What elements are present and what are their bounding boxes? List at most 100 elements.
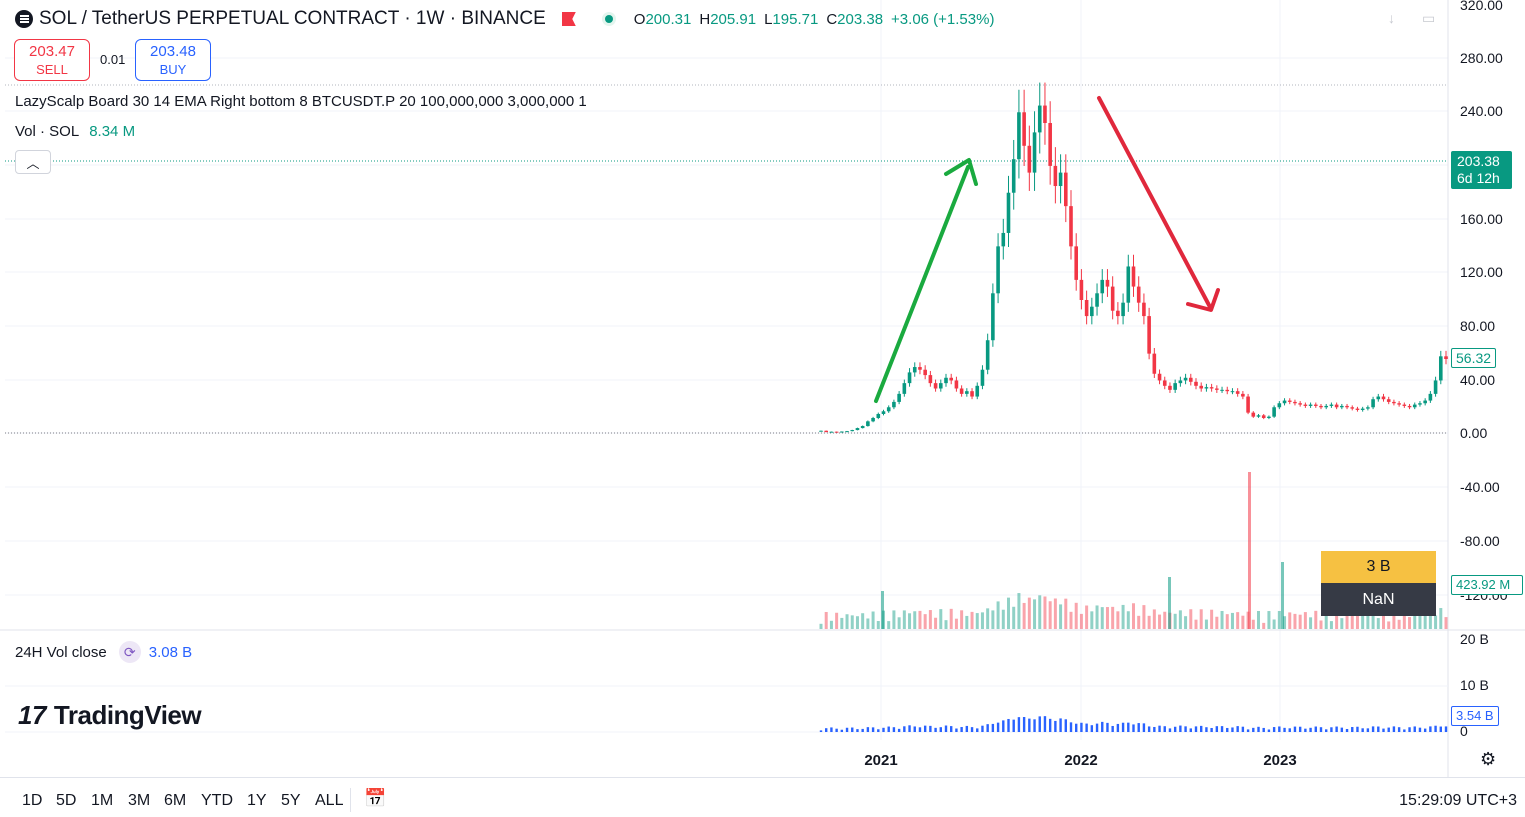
candle-body (1225, 389, 1230, 392)
candle-body (1194, 381, 1198, 386)
sub-volume-bar (913, 726, 916, 732)
price-marker-tag: 56.32 (1451, 348, 1497, 368)
sub-volume-bar (1283, 727, 1286, 732)
sub-volume-bar (1054, 720, 1057, 732)
sub-pane-tick: 10 B (1460, 677, 1489, 693)
range-6m-button[interactable]: 6M (164, 792, 187, 809)
indicator-legend[interactable]: LazyScalp Board 30 14 EMA Right bottom 8… (15, 93, 587, 110)
sub-volume-bar (1252, 727, 1255, 732)
sub-volume-bar (861, 728, 864, 732)
volume-bar (1043, 596, 1047, 629)
candle-body (1100, 279, 1105, 294)
volume-bar (1012, 606, 1016, 629)
volume-bar (960, 610, 964, 629)
sub-volume-bar (1387, 727, 1390, 732)
volume-legend[interactable]: Vol · SOL 8.34 M (15, 123, 136, 140)
sub-volume-bar (1408, 727, 1411, 732)
red-flag-icon[interactable] (561, 12, 576, 26)
range-1d-button[interactable]: 1D (22, 792, 43, 809)
sub-volume-bar (1267, 729, 1271, 732)
volume-bar (1085, 605, 1089, 629)
candle-body (1230, 391, 1235, 393)
sub-pane-legend[interactable]: 24H Vol close ⟳ 3.08 B (15, 641, 192, 663)
range-5d-button[interactable]: 5D (56, 792, 77, 809)
buy-button[interactable]: 203.48 BUY (135, 39, 211, 81)
volume-bar (866, 618, 870, 629)
candle-body (1287, 400, 1292, 402)
volume-bar (1111, 606, 1115, 629)
volume-spike-bar (1281, 562, 1284, 629)
sub-volume-bar (1309, 727, 1312, 732)
candle-body (1308, 404, 1313, 406)
candle-body (1246, 396, 1250, 413)
clock-display[interactable]: 15:29:09 UTC+3 (1399, 792, 1517, 809)
symbol-title[interactable]: SOL / TetherUS PERPETUAL CONTRACT · 1W ·… (39, 8, 546, 29)
gear-icon[interactable]: ⚙ (1480, 749, 1497, 769)
candle-body (1162, 380, 1167, 386)
candle-body (834, 431, 839, 433)
sub-volume-bar (825, 728, 828, 732)
volume-bar (939, 609, 943, 629)
volume-bar (1137, 615, 1141, 629)
volume-bar (1027, 597, 1031, 629)
volume-bar (1309, 617, 1313, 629)
volume-bar (1444, 617, 1448, 629)
sub-volume-bar (1272, 727, 1276, 732)
candle-body (1313, 404, 1318, 406)
candle-body (897, 393, 901, 402)
sub-volume-bar (1205, 727, 1208, 732)
grid-lines (0, 0, 1525, 777)
sub-volume-bar (1298, 726, 1302, 732)
volume-bar (1257, 611, 1260, 629)
sub-volume-bar (1371, 726, 1375, 732)
symbol-header[interactable]: SOL / TetherUS PERPETUAL CONTRACT · 1W ·… (15, 8, 994, 30)
sell-button[interactable]: 203.47 SELL (14, 39, 90, 81)
sub-volume-bar (1017, 717, 1021, 732)
volume-bar (1408, 617, 1412, 629)
range-1y-button[interactable]: 1Y (247, 792, 267, 809)
sub-volume-bar (830, 727, 833, 732)
volume-bar (1236, 612, 1240, 629)
sub-volume-bar (1173, 726, 1177, 732)
volume-bar (1298, 614, 1302, 629)
arrow-down-icon[interactable]: ↓ (1388, 10, 1395, 26)
sub-volume-bar (1179, 725, 1182, 732)
volume-bar (1262, 622, 1266, 629)
candle-body (1032, 132, 1037, 173)
candle-body (1084, 300, 1089, 317)
volume-bar (1376, 618, 1380, 629)
candle-body (1397, 403, 1401, 405)
volume-bar (1142, 605, 1146, 629)
sub-volume-bar (877, 729, 880, 732)
price-tick: 160.00 (1460, 211, 1503, 227)
sub-volume-bar (1022, 717, 1026, 732)
tradingview-logo[interactable]: 17 TradingView (18, 700, 202, 730)
candle-body (1386, 399, 1391, 402)
volume-bar (1335, 610, 1339, 629)
calendar-range-icon[interactable]: 📅 (364, 788, 387, 808)
refresh-icon[interactable]: ⟳ (118, 641, 141, 663)
collapse-legend-button[interactable]: ︿ (15, 150, 51, 174)
range-1m-button[interactable]: 1M (91, 792, 114, 809)
range-5y-button[interactable]: 5Y (281, 792, 301, 809)
volume-bar (1288, 612, 1292, 629)
candle-body (1105, 279, 1110, 287)
candle-body (845, 431, 849, 433)
volume-bar (1105, 607, 1109, 629)
volume-bar (965, 615, 969, 629)
range-3m-button[interactable]: 3M (128, 792, 151, 809)
expand-icon[interactable]: ▭ (1422, 10, 1436, 26)
candle-body (902, 383, 907, 394)
volume-bar (975, 613, 979, 629)
volume-marker-tag: 423.92 M (1451, 575, 1523, 595)
candle-body (1095, 293, 1099, 307)
volume-bar (1350, 615, 1354, 629)
x-axis-label: 2022 (1064, 752, 1098, 769)
range-all-button[interactable]: ALL (315, 792, 344, 809)
sub-volume-bar (1392, 726, 1396, 732)
range-ytd-button[interactable]: YTD (201, 792, 233, 809)
price-tick: 280.00 (1460, 50, 1503, 66)
tradingview-mark-icon: 17 (18, 700, 46, 730)
